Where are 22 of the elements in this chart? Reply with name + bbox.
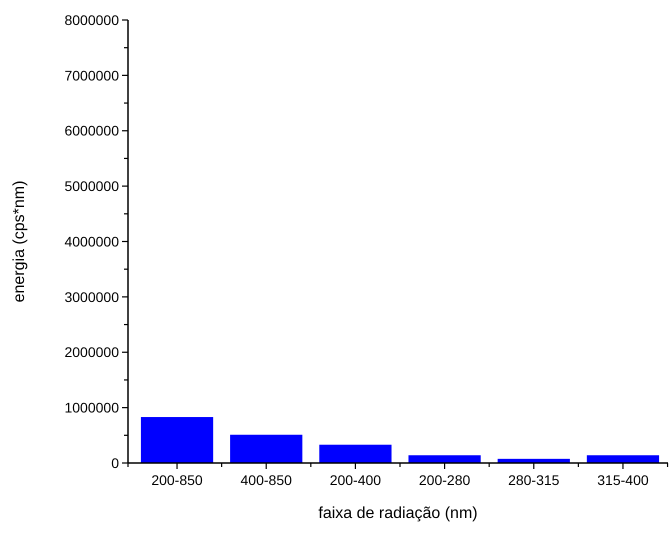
y-tick-label: 0 xyxy=(111,454,120,471)
bar xyxy=(140,417,214,463)
bar xyxy=(230,434,302,463)
x-tick-label: 400-850 xyxy=(240,472,292,488)
y-tick-label: 4000000 xyxy=(64,233,120,250)
y-axis-title: energia (cps*nm) xyxy=(11,180,28,302)
bar xyxy=(408,455,481,463)
y-tick-label: 6000000 xyxy=(64,122,120,139)
y-tick-label: 1000000 xyxy=(64,400,120,416)
bar xyxy=(319,444,392,463)
y-tick-label: 8000000 xyxy=(64,12,120,28)
y-tick-label: 3000000 xyxy=(64,288,120,305)
x-axis-title: faixa de radiação (nm) xyxy=(318,505,478,522)
y-tick-label: 2000000 xyxy=(64,344,120,360)
x-tick-label: 200-400 xyxy=(330,472,382,488)
bar xyxy=(586,455,660,463)
x-tick-label: 315-400 xyxy=(597,472,649,488)
x-tick-label: 200-280 xyxy=(418,472,470,488)
x-tick-label: 280-315 xyxy=(508,472,560,488)
y-tick-label: 7000000 xyxy=(64,67,120,84)
x-tick-label: 200-850 xyxy=(151,472,203,488)
y-tick-label: 5000000 xyxy=(64,178,120,194)
